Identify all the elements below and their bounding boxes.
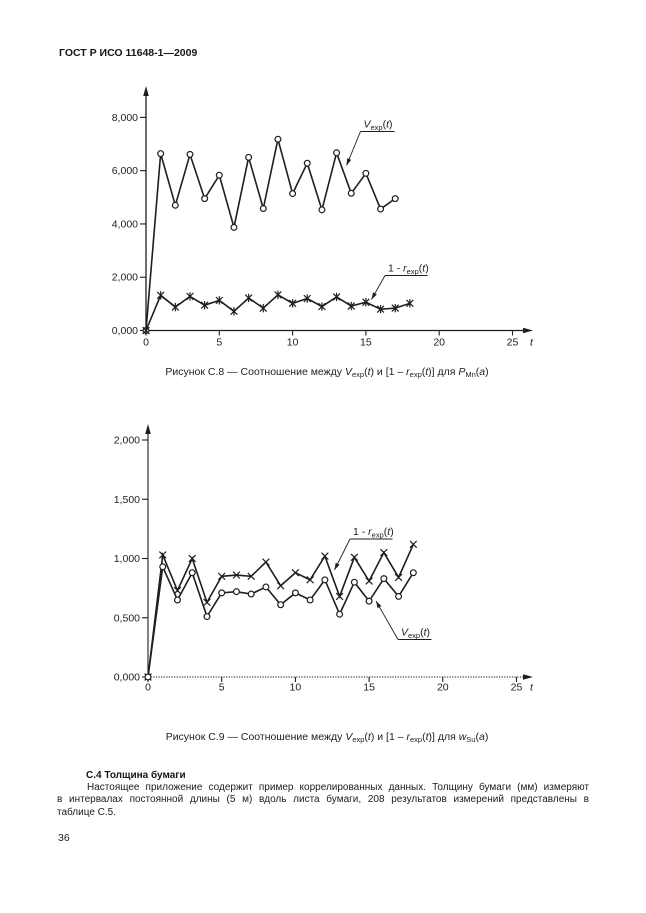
circle-marker bbox=[186, 150, 194, 158]
circle-marker bbox=[391, 195, 399, 203]
circle-marker bbox=[377, 205, 385, 213]
circle-marker bbox=[409, 569, 417, 577]
circle-marker bbox=[274, 135, 282, 143]
circle-marker bbox=[173, 596, 181, 604]
x-tick-label: 0 bbox=[143, 336, 149, 348]
y-tick-label: 0,000 bbox=[112, 325, 138, 337]
circle-marker bbox=[203, 613, 211, 621]
circle-marker bbox=[289, 190, 297, 198]
paragraph-line-1: Настоящее приложение содержит пример кор… bbox=[87, 782, 589, 793]
circle-marker bbox=[303, 159, 311, 167]
circle-marker bbox=[144, 673, 152, 681]
paragraph-line-3: таблице С.5. bbox=[57, 806, 117, 818]
y-tick-label: 1,000 bbox=[114, 553, 140, 565]
y-tick-label: 2,000 bbox=[114, 435, 140, 447]
x-tick-label: 15 bbox=[360, 336, 372, 348]
x-axis-arrow bbox=[523, 674, 533, 680]
series-label: 1 - rexp(t) bbox=[353, 526, 394, 540]
y-tick-label: 0,500 bbox=[114, 612, 140, 624]
x-axis-title: t bbox=[530, 336, 534, 348]
page-number: 36 bbox=[58, 832, 70, 844]
series-markers-1 bbox=[144, 563, 417, 681]
figure-c9-caption: Рисунок С.9 — Соотношение между Vexp(t) … bbox=[165, 731, 489, 744]
circle-marker bbox=[318, 206, 326, 214]
annotation-arrow bbox=[346, 158, 352, 166]
circle-marker bbox=[277, 601, 285, 609]
series-line-1 bbox=[147, 563, 414, 678]
series-markers-0 bbox=[144, 540, 418, 681]
annotation-leader bbox=[375, 600, 399, 640]
y-tick-label: 2,000 bbox=[112, 272, 138, 284]
x-tick-label: 25 bbox=[511, 682, 523, 694]
circle-marker bbox=[333, 149, 341, 157]
circle-marker bbox=[365, 597, 373, 605]
section-heading: С.4 Толщина бумаги bbox=[86, 770, 186, 781]
y-tick-label: 1,500 bbox=[114, 494, 140, 506]
circle-marker bbox=[157, 150, 165, 158]
x-tick-label: 20 bbox=[433, 336, 445, 348]
circle-marker bbox=[291, 589, 299, 597]
series-line-0 bbox=[145, 139, 396, 331]
circle-marker bbox=[380, 575, 388, 583]
circle-marker bbox=[215, 171, 223, 179]
section-paragraph: Настоящее приложение содержит пример кор… bbox=[57, 782, 589, 819]
y-tick-label: 0,000 bbox=[114, 672, 140, 684]
y-axis-arrow bbox=[143, 86, 149, 96]
annotation-arrow bbox=[371, 292, 377, 300]
circle-marker bbox=[201, 195, 209, 203]
circle-marker bbox=[259, 204, 267, 212]
series-label: Vexp(t) bbox=[364, 119, 393, 133]
x-tick-label: 5 bbox=[219, 682, 225, 694]
circle-marker bbox=[232, 588, 240, 596]
circle-marker bbox=[247, 590, 255, 598]
paragraph-line-2: в интервалах постоянной длины (5 м) вдол… bbox=[57, 794, 589, 806]
series-markers-1 bbox=[142, 290, 414, 335]
circle-marker bbox=[230, 223, 238, 231]
series-label: Vexp(t) bbox=[401, 627, 430, 641]
y-axis-arrow bbox=[145, 424, 151, 434]
series-line-0 bbox=[147, 543, 415, 678]
circle-marker bbox=[336, 610, 344, 618]
circle-marker bbox=[347, 189, 355, 197]
circle-marker bbox=[362, 169, 370, 177]
series-label: 1 - rexp(t) bbox=[388, 263, 429, 277]
x-tick-label: 10 bbox=[290, 682, 302, 694]
circle-marker bbox=[159, 563, 167, 571]
circle-marker bbox=[245, 153, 253, 161]
circle-marker bbox=[350, 578, 358, 586]
y-tick-label: 6,000 bbox=[112, 165, 138, 177]
y-tick-label: 4,000 bbox=[112, 218, 138, 230]
circle-marker bbox=[262, 583, 270, 591]
x-tick-label: 20 bbox=[437, 682, 449, 694]
x-axis-arrow bbox=[523, 327, 533, 334]
annotation-arrow bbox=[334, 562, 340, 570]
circle-marker bbox=[171, 201, 179, 209]
circle-marker bbox=[306, 596, 314, 604]
x-tick-label: 0 bbox=[145, 682, 151, 694]
document-header: ГОСТ Р ИСО 11648-1—2009 bbox=[59, 47, 198, 59]
circle-marker bbox=[321, 576, 329, 584]
figure-c8-caption: Рисунок С.8 — Соотношение между Vexp(t) … bbox=[165, 366, 489, 379]
x-tick-label: 10 bbox=[287, 336, 299, 348]
circle-marker bbox=[188, 569, 196, 577]
annotation-arrow bbox=[376, 601, 382, 609]
circle-marker bbox=[395, 592, 403, 600]
x-tick-label: 15 bbox=[363, 682, 375, 694]
x-tick-label: 25 bbox=[507, 336, 519, 348]
x-axis-title: t bbox=[530, 682, 534, 694]
x-tick-label: 5 bbox=[216, 336, 222, 348]
y-tick-label: 8,000 bbox=[112, 112, 138, 124]
circle-marker bbox=[218, 589, 226, 597]
